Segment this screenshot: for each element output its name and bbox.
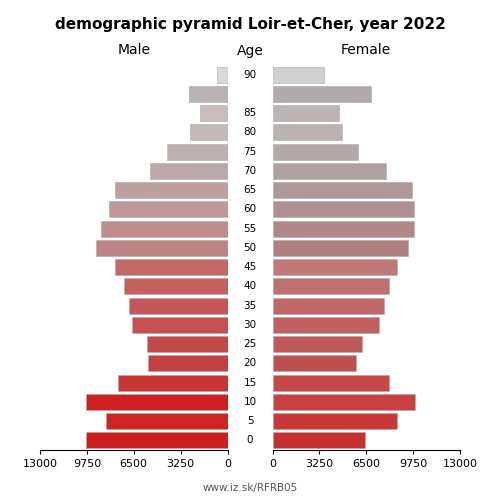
- Text: 85: 85: [244, 108, 256, 118]
- Text: 90: 90: [244, 70, 256, 80]
- Bar: [272, 259, 396, 275]
- Text: 80: 80: [244, 128, 256, 138]
- Bar: [272, 240, 408, 256]
- Bar: [272, 163, 386, 179]
- Bar: [167, 144, 228, 160]
- Text: 25: 25: [244, 339, 256, 349]
- Text: Male: Male: [117, 44, 150, 58]
- Bar: [146, 336, 228, 352]
- Bar: [272, 432, 365, 448]
- Text: 55: 55: [244, 224, 256, 234]
- Text: 70: 70: [244, 166, 256, 176]
- Bar: [272, 356, 356, 372]
- Bar: [190, 124, 228, 140]
- Text: 65: 65: [244, 185, 256, 195]
- Text: 45: 45: [244, 262, 256, 272]
- Bar: [272, 336, 362, 352]
- Bar: [272, 105, 339, 121]
- Text: 35: 35: [244, 300, 256, 310]
- Text: 20: 20: [244, 358, 256, 368]
- Bar: [86, 432, 228, 448]
- Text: 40: 40: [244, 282, 256, 292]
- Bar: [124, 278, 228, 294]
- Text: 5: 5: [246, 416, 254, 426]
- Bar: [188, 86, 228, 102]
- Bar: [115, 259, 228, 275]
- Text: 0: 0: [247, 436, 254, 446]
- Bar: [272, 124, 342, 140]
- Bar: [130, 298, 228, 314]
- Bar: [109, 202, 228, 218]
- Text: Female: Female: [341, 44, 392, 58]
- Text: 50: 50: [244, 243, 256, 253]
- Bar: [272, 317, 379, 333]
- Bar: [218, 66, 228, 82]
- Text: demographic pyramid Loir-et-Cher, year 2022: demographic pyramid Loir-et-Cher, year 2…: [54, 18, 446, 32]
- Text: 15: 15: [244, 378, 256, 388]
- Text: 10: 10: [244, 397, 256, 407]
- Bar: [272, 278, 390, 294]
- Text: 30: 30: [244, 320, 256, 330]
- Text: 60: 60: [244, 204, 256, 214]
- Bar: [132, 317, 228, 333]
- Bar: [150, 163, 228, 179]
- Bar: [96, 240, 228, 256]
- Bar: [148, 356, 228, 372]
- Bar: [200, 105, 228, 121]
- Bar: [106, 413, 228, 429]
- Bar: [86, 394, 228, 410]
- Bar: [272, 413, 396, 429]
- Text: 75: 75: [244, 146, 256, 156]
- Bar: [272, 394, 416, 410]
- Bar: [272, 86, 370, 102]
- Text: www.iz.sk/RFRB05: www.iz.sk/RFRB05: [202, 482, 298, 492]
- Bar: [272, 298, 384, 314]
- Bar: [100, 220, 228, 236]
- Bar: [272, 66, 324, 82]
- Bar: [272, 144, 358, 160]
- Bar: [272, 374, 390, 390]
- Bar: [118, 374, 228, 390]
- Bar: [272, 220, 414, 236]
- Bar: [272, 182, 412, 198]
- Text: Age: Age: [236, 44, 264, 58]
- Bar: [272, 202, 414, 218]
- Bar: [115, 182, 228, 198]
